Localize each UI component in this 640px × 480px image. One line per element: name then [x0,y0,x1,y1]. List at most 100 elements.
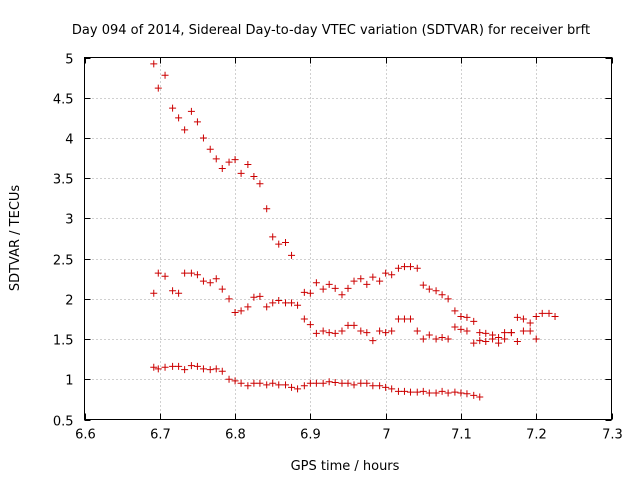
data-point [438,291,446,299]
data-point [282,299,290,307]
data-point [256,379,264,387]
data-point [237,169,245,177]
data-point [376,277,384,285]
data-point [419,281,427,289]
data-point [400,263,408,271]
data-point [150,363,158,371]
data-point [338,379,346,387]
data-point [187,107,195,115]
data-point [438,333,446,341]
data-point [319,327,327,335]
data-point [444,295,452,303]
data-point [526,327,534,335]
data-point [199,134,207,142]
data-point [225,295,233,303]
data-point [538,309,546,317]
data-point [263,205,271,213]
y-tick-label: 1 [65,374,73,389]
data-point [482,329,490,337]
data-point [154,269,162,277]
data-point [363,280,371,288]
data-point [363,379,371,387]
data-point [250,173,258,181]
data-point [312,329,320,337]
data-point [451,388,459,396]
x-tick-label: 6.9 [300,428,321,443]
data-point [406,315,414,323]
data-point [382,269,390,277]
data-point [350,381,358,389]
data-point [263,381,271,389]
data-point [206,279,214,287]
data-point [231,156,239,164]
data-point [206,145,214,153]
data-points [150,60,559,401]
data-point [275,381,283,389]
data-point [175,362,183,370]
data-point [300,382,308,390]
data-point [551,313,559,321]
data-point [169,287,177,295]
data-point [482,337,490,345]
data-point [369,382,377,390]
data-point [175,114,183,122]
data-point [463,327,471,335]
data-point [382,383,390,391]
data-point [199,277,207,285]
data-point [331,284,339,292]
data-point [451,307,459,315]
data-point [319,285,327,293]
y-tick-label: 3.5 [53,173,74,188]
data-point [250,293,258,301]
data-point [231,309,239,317]
data-point [187,269,195,277]
data-point [331,378,339,386]
data-point [526,319,534,327]
data-point [357,275,365,283]
data-point [476,329,484,337]
x-tick-label: 6.8 [225,428,246,443]
data-point [212,275,220,283]
data-point [288,251,296,259]
data-point [300,315,308,323]
data-point [193,271,201,279]
x-tick-label: 7 [382,428,390,443]
data-point [256,292,264,300]
data-point [382,329,390,337]
grid-lines [84,57,612,420]
data-point [212,365,220,373]
y-tick-label: 2.5 [53,254,74,269]
x-tick-label: 7.1 [451,428,472,443]
y-tick-label: 4 [65,133,73,148]
data-point [325,329,333,337]
data-point [363,329,371,337]
data-point [507,329,515,337]
data-point [154,365,162,373]
data-point [519,327,527,335]
data-point [212,155,220,163]
x-tick-label: 6.6 [75,428,96,443]
data-point [369,273,377,281]
y-tick-label: 5 [65,53,73,68]
data-point [269,379,277,387]
data-point [519,315,527,323]
data-point [495,339,503,347]
data-point [444,335,452,343]
data-point [161,363,169,371]
data-point [175,289,183,297]
data-point [218,367,226,375]
data-point [161,272,169,280]
data-point [438,387,446,395]
data-point [432,335,440,343]
data-point [169,362,177,370]
data-point [237,379,245,387]
y-tick-label: 4.5 [53,93,74,108]
data-point [400,315,408,323]
data-point [432,389,440,397]
data-point [288,299,296,307]
chart-title: Day 094 of 2014, Sidereal Day-to-day VTE… [72,23,590,38]
data-point [312,279,320,287]
data-point [532,335,540,343]
data-point [306,321,314,329]
data-point [350,321,358,329]
